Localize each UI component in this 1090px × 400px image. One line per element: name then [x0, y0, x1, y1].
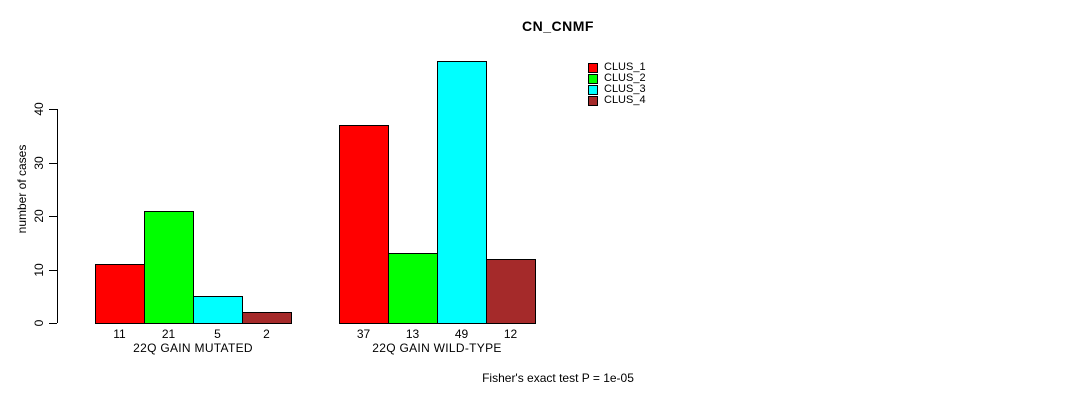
chart-title: CN_CNMF	[522, 18, 594, 34]
legend-label: CLUS_2	[604, 72, 646, 84]
legend-item: CLUS_1	[588, 62, 646, 73]
y-tick-mark	[49, 216, 57, 217]
legend: CLUS_1 CLUS_2 CLUS_3 CLUS_4	[588, 62, 646, 106]
y-tick-label: 10	[32, 263, 46, 277]
legend-item: CLUS_3	[588, 84, 646, 95]
bar-clus_1-group2	[339, 125, 389, 324]
bar-clus_4-group1	[242, 312, 292, 324]
legend-label: CLUS_4	[604, 94, 646, 106]
bar-value-label: 5	[214, 327, 221, 341]
legend-swatch-clus_1	[588, 62, 598, 73]
y-tick-mark	[49, 270, 57, 271]
legend-item: CLUS_4	[588, 95, 646, 106]
x-group-label: 22Q GAIN WILD-TYPE	[372, 341, 502, 355]
bar-value-label: 2	[263, 327, 270, 341]
y-tick-label: 40	[32, 102, 46, 116]
legend-swatch-clus_4	[588, 95, 598, 106]
legend-item: CLUS_2	[588, 73, 646, 84]
legend-swatch-clus_3	[588, 84, 598, 95]
legend-label: CLUS_1	[604, 61, 646, 73]
bar-value-label: 12	[503, 327, 518, 341]
footnote-text: Fisher's exact test P = 1e-05	[482, 371, 634, 385]
x-group-label: 22Q GAIN MUTATED	[133, 341, 253, 355]
y-tick-label: 30	[32, 156, 46, 170]
bar-clus_2-group1	[144, 211, 194, 324]
bar-value-label: 37	[356, 327, 371, 341]
bar-clus_2-group2	[388, 253, 438, 324]
y-tick-mark	[49, 323, 57, 324]
bar-value-label: 11	[113, 327, 126, 341]
legend-label: CLUS_3	[604, 83, 646, 95]
y-tick-label: 20	[32, 209, 46, 223]
bar-clus_3-group1	[193, 296, 243, 324]
bar-clus_4-group2	[486, 259, 536, 324]
bar-clus_1-group1	[95, 264, 145, 324]
y-axis-line	[57, 109, 58, 323]
y-tick-mark	[49, 109, 57, 110]
bar-value-label: 21	[161, 327, 176, 341]
bar-value-label: 13	[405, 327, 420, 341]
y-tick-mark	[49, 163, 57, 164]
y-axis-title: number of cases	[15, 144, 29, 234]
y-tick-label: 0	[32, 319, 46, 327]
bar-value-label: 49	[454, 327, 469, 341]
legend-swatch-clus_2	[588, 73, 598, 84]
bar-clus_3-group2	[437, 61, 487, 324]
